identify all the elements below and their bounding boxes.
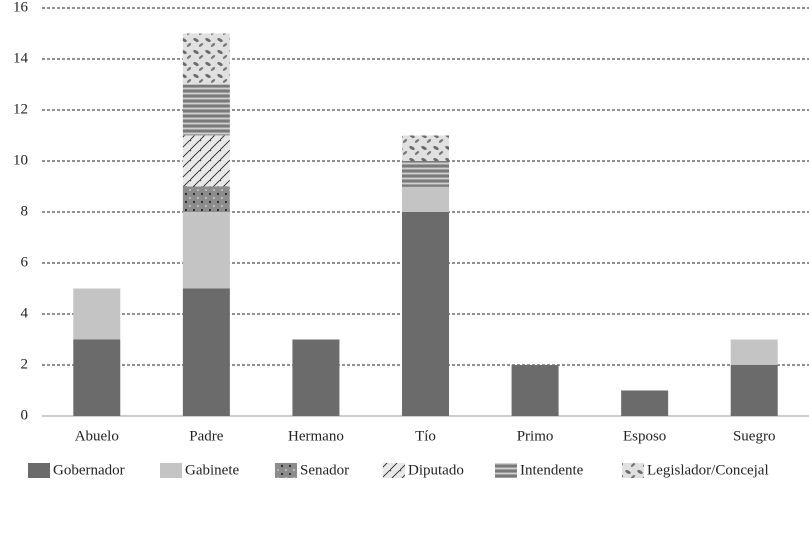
bar-segment <box>182 186 230 212</box>
y-tick-label: 10 <box>13 152 28 168</box>
legend-label: Legislador/Concejal <box>647 462 769 478</box>
bar-segment <box>182 84 230 136</box>
legend-label: Gobernador <box>53 462 125 478</box>
x-tick-label: Esposo <box>623 428 666 444</box>
bar-segment <box>511 365 559 416</box>
y-tick-label: 2 <box>21 356 29 372</box>
legend-swatch <box>495 463 517 478</box>
bar-segment <box>182 212 230 289</box>
y-tick-label: 16 <box>13 0 29 15</box>
bar-segment <box>402 212 449 416</box>
y-tick-label: 0 <box>21 407 29 423</box>
bar-segment <box>73 288 121 340</box>
bar-segment <box>292 339 340 416</box>
bar-segment <box>182 33 230 85</box>
legend-label: Gabinete <box>185 462 239 478</box>
y-tick-label: 12 <box>13 101 28 117</box>
bar-segment <box>402 135 449 161</box>
x-tick-label: Hermano <box>288 428 344 444</box>
legend-label: Senador <box>300 462 349 478</box>
bar-segment <box>182 288 230 416</box>
legend-swatch <box>275 463 297 478</box>
legend-label: Intendente <box>520 462 584 478</box>
bar-segment <box>182 135 230 187</box>
x-tick-label: Primo <box>517 428 554 444</box>
bar-segment <box>730 365 778 416</box>
y-tick-label: 8 <box>21 203 29 219</box>
bar-segment <box>402 161 449 187</box>
legend-swatch <box>28 463 50 478</box>
x-tick-label: Suegro <box>733 428 776 444</box>
x-tick-label: Tío <box>415 428 436 444</box>
legend-swatch <box>383 463 405 478</box>
y-tick-label: 6 <box>21 254 29 270</box>
legend-swatch <box>160 463 182 478</box>
y-tick-label: 4 <box>21 305 29 321</box>
bar-segment <box>621 390 669 416</box>
legend-swatch <box>622 463 644 478</box>
legend-label: Diputado <box>408 462 464 478</box>
y-tick-label: 14 <box>13 50 29 66</box>
x-tick-label: Padre <box>189 428 223 444</box>
bar-segment <box>730 339 778 365</box>
x-tick-label: Abuelo <box>75 428 119 444</box>
bar-segment <box>73 339 121 416</box>
bar-segment <box>402 186 449 212</box>
